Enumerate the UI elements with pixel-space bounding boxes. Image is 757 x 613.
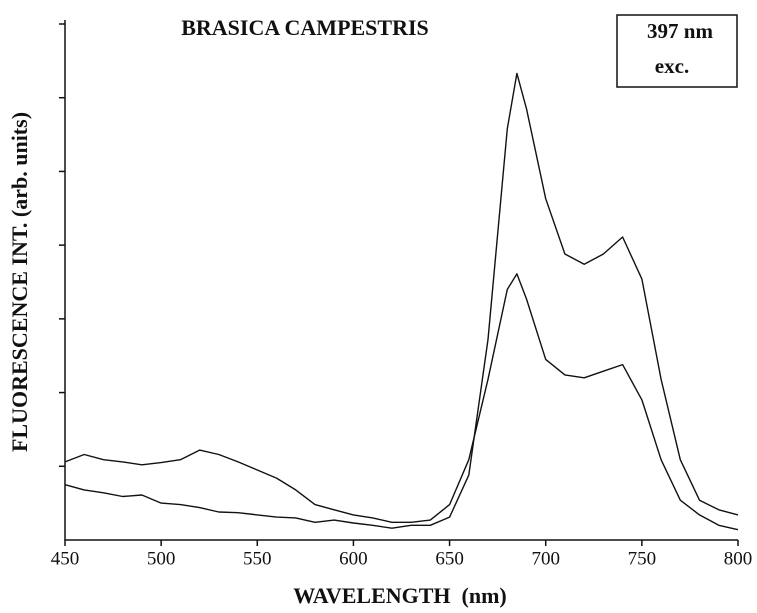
annotation: 397 nm [647, 19, 713, 43]
x-axis-label: WAVELENGTH (nm) [293, 583, 507, 608]
x-tick-label: 450 [51, 548, 80, 569]
annotation: exc. [655, 54, 689, 78]
x-tick-label: 500 [147, 548, 176, 569]
spectrum-line [64, 273, 739, 531]
x-tick-label: 650 [435, 548, 464, 569]
annotation-box [616, 14, 738, 88]
x-tick-label: 750 [628, 548, 657, 569]
spectrum-line [64, 72, 739, 529]
x-tick-label: 800 [724, 548, 753, 569]
x-tick-label: 700 [531, 548, 560, 569]
y-axis-label: FLUORESCENCE INT. (arb. units) [7, 112, 32, 452]
x-tick-label: 550 [243, 548, 272, 569]
x-tick-label: 600 [339, 548, 368, 569]
chart-title: BRASICA CAMPESTRIS [181, 15, 429, 40]
